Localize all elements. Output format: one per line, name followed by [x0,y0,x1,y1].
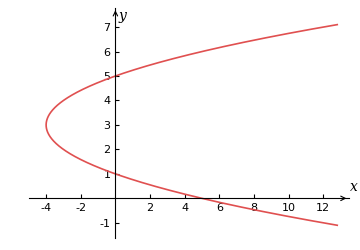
Text: x: x [350,180,358,194]
Text: y: y [118,9,126,23]
